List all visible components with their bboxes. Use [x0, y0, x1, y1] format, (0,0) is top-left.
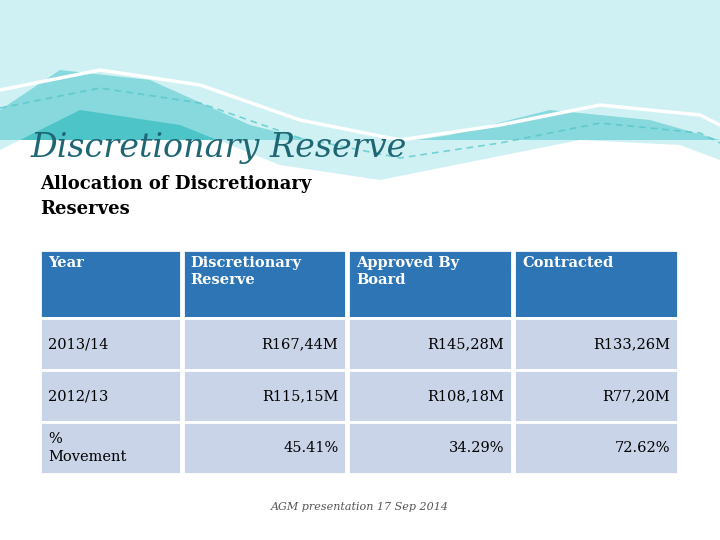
Text: 2012/13: 2012/13: [48, 389, 109, 403]
Bar: [183, 318, 346, 370]
Bar: [348, 250, 512, 318]
Bar: [183, 370, 346, 422]
Bar: [348, 318, 512, 370]
Text: Discretionary
Reserve: Discretionary Reserve: [191, 256, 302, 287]
Text: Allocation of Discretionary
Reserves: Allocation of Discretionary Reserves: [40, 175, 311, 218]
Text: Discretionary Reserve: Discretionary Reserve: [30, 132, 406, 164]
Text: Contracted: Contracted: [522, 256, 613, 270]
Text: 72.62%: 72.62%: [614, 441, 670, 455]
Bar: [514, 318, 678, 370]
Polygon shape: [0, 0, 720, 140]
Text: R133,26M: R133,26M: [593, 337, 670, 351]
Bar: [40, 318, 181, 370]
Text: R115,15M: R115,15M: [262, 389, 338, 403]
Bar: [514, 422, 678, 474]
Bar: [40, 422, 181, 474]
Text: Year: Year: [48, 256, 84, 270]
Text: R77,20M: R77,20M: [603, 389, 670, 403]
Polygon shape: [0, 0, 720, 180]
Polygon shape: [0, 0, 720, 150]
Text: 34.29%: 34.29%: [449, 441, 504, 455]
Text: R145,28M: R145,28M: [428, 337, 504, 351]
Text: R167,44M: R167,44M: [261, 337, 338, 351]
Bar: [183, 422, 346, 474]
Text: 2013/14: 2013/14: [48, 337, 109, 351]
Text: R108,18M: R108,18M: [428, 389, 504, 403]
Bar: [348, 370, 512, 422]
Text: AGM presentation 17 Sep 2014: AGM presentation 17 Sep 2014: [271, 502, 449, 512]
Bar: [40, 250, 181, 318]
Bar: [183, 250, 346, 318]
Bar: [348, 422, 512, 474]
Text: %
Movement: % Movement: [48, 433, 127, 464]
Text: Approved By
Board: Approved By Board: [356, 256, 459, 287]
Bar: [514, 370, 678, 422]
Bar: [514, 250, 678, 318]
Bar: [40, 370, 181, 422]
Text: 45.41%: 45.41%: [283, 441, 338, 455]
